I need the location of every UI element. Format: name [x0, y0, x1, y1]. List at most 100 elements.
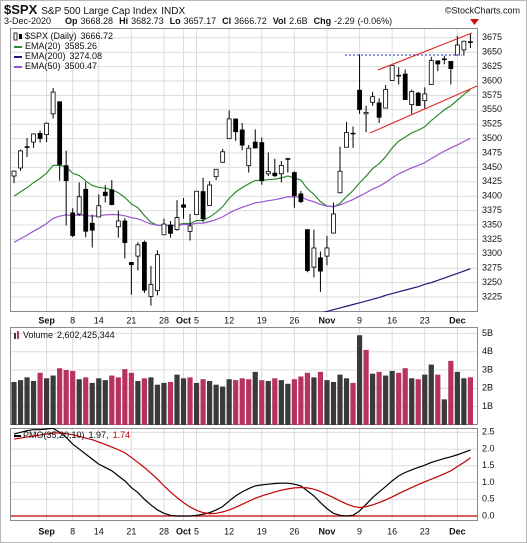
y-tick-label: 1B	[482, 401, 493, 411]
volume-bar	[161, 382, 167, 425]
x-tick-label: 23	[420, 526, 430, 536]
x-tick-label: Sep	[38, 526, 55, 536]
quote-label: Cl	[222, 16, 231, 26]
candle-body	[89, 222, 95, 231]
candle-body	[298, 193, 304, 202]
pmo-line	[13, 432, 471, 515]
candle-body	[370, 96, 376, 103]
volume-bar	[330, 381, 337, 425]
y-tick-label: 3525	[482, 119, 502, 129]
legend-icon	[17, 331, 19, 339]
legend-value: 3585.26	[65, 41, 98, 51]
candle-body	[233, 118, 239, 133]
legend-name: EMA(50)	[25, 61, 61, 71]
volume-bar	[259, 380, 265, 425]
volume-bar	[311, 377, 317, 425]
candle-body	[415, 92, 421, 106]
volume-bar	[128, 372, 134, 425]
volume-bar	[57, 368, 63, 425]
quote-label: Lo	[170, 16, 181, 26]
volume-bar	[115, 377, 121, 425]
source: ©StockCharts.com	[445, 5, 520, 15]
exchange: INDX	[161, 6, 185, 17]
y-tick-label: 5B	[482, 328, 493, 338]
volume-bar	[337, 374, 343, 425]
candle-body	[11, 170, 17, 177]
y-tick-label: 3B	[482, 364, 493, 374]
x-tick-label: 5	[194, 526, 199, 536]
x-tick-label: 8	[70, 315, 75, 325]
legend-value: 1.97,	[89, 430, 109, 440]
x-tick-label: Dec	[449, 315, 466, 325]
quote-value: -2.29	[334, 16, 355, 26]
candle-body	[402, 73, 408, 100]
volume-bar	[291, 379, 297, 425]
candle-body	[155, 254, 160, 292]
legend-name: $SPX (Daily)	[25, 31, 77, 41]
volume-bar	[389, 370, 395, 425]
volume-bar	[265, 381, 271, 425]
x-tick-label: Oct	[176, 315, 191, 325]
x-tick-label: 9	[357, 315, 362, 325]
candle-body	[265, 170, 271, 175]
volume-bar	[233, 380, 239, 425]
volume-bar	[363, 349, 369, 425]
y-tick-label: 3475	[482, 147, 502, 157]
volume-bar	[304, 372, 310, 425]
volume-bar	[44, 378, 50, 425]
candle-body	[246, 147, 252, 167]
volume-bar	[467, 377, 473, 425]
volume-bar	[141, 378, 147, 425]
volume-bar	[356, 335, 363, 425]
change-pct: (-0.06%)	[358, 16, 393, 26]
y-tick-label: 3350	[482, 219, 502, 229]
candle-body	[63, 165, 69, 182]
x-tick-label: 28	[159, 526, 169, 536]
candle-body	[331, 213, 336, 234]
candle-body	[50, 91, 56, 115]
candle-body	[57, 101, 63, 165]
legend-value: 1.74	[113, 430, 131, 440]
candle-body	[454, 44, 460, 56]
x-tick-label: 8	[70, 526, 75, 536]
volume-bar	[409, 378, 415, 425]
volume-bar	[109, 375, 115, 425]
volume-bar	[76, 379, 82, 425]
legend-entry: PMO(35,20,10) 1.97, 1.74	[23, 430, 130, 440]
candle-body	[344, 132, 349, 148]
volume-bar	[154, 384, 161, 425]
volume-bar	[207, 381, 213, 425]
legend-entry: $SPX (Daily) 3666.72	[25, 31, 113, 41]
candle-body	[318, 257, 323, 272]
candle-body	[337, 170, 343, 194]
x-tick-label: 28	[159, 315, 169, 325]
volume-bar	[422, 374, 428, 425]
y-tick-label: 1.5	[482, 460, 495, 470]
ema-lines	[13, 89, 471, 312]
candle-body	[213, 168, 219, 178]
candle-body	[187, 225, 193, 232]
x-tick-label: Oct	[176, 526, 191, 536]
volume-bar	[239, 378, 245, 425]
x-tick-label: 5	[194, 315, 199, 325]
volume-bar	[193, 382, 200, 425]
y-tick-label: 3425	[482, 176, 502, 186]
quote-value: 2.6B	[289, 16, 308, 26]
candle-body	[31, 133, 36, 143]
candle-body	[83, 188, 89, 232]
legend-value: 3500.47	[65, 61, 98, 71]
y-tick-label: 3650	[482, 47, 502, 57]
legend-name: PMO(35,20,10)	[23, 430, 85, 440]
legend-name: EMA(20)	[25, 41, 61, 51]
candle-body	[357, 89, 362, 110]
y-tick-label: 1.0	[482, 477, 495, 487]
candle-body	[285, 158, 291, 160]
volume-bar	[174, 374, 180, 425]
pmo-lines	[13, 428, 471, 517]
candle-body	[376, 102, 382, 118]
candle-body	[324, 247, 330, 257]
legend-icon	[14, 333, 16, 339]
volume-bar	[324, 380, 330, 425]
x-tick-label: 21	[126, 526, 136, 536]
quote-value: 3682.73	[131, 16, 164, 26]
